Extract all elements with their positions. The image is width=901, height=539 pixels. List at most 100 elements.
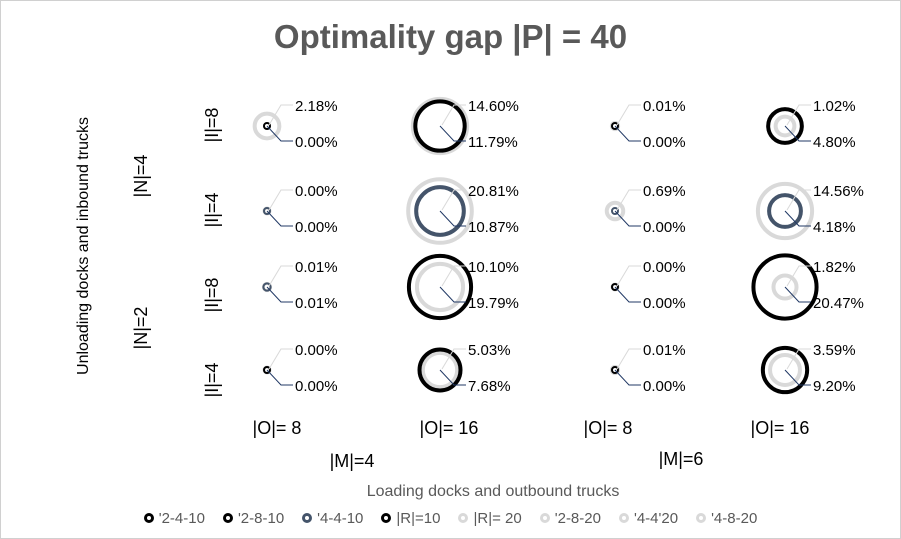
data-label-lower: 4.18% <box>813 219 856 236</box>
leader-line-upper <box>441 104 466 126</box>
bubble-lower <box>417 347 463 393</box>
data-label-upper: 0.01% <box>643 98 686 115</box>
bubble-upper <box>406 177 474 245</box>
o-col-label-3: |O|= 16 <box>751 418 810 438</box>
data-label-lower: 4.80% <box>813 134 856 151</box>
data-label-lower: 0.00% <box>295 134 338 151</box>
bubble-upper <box>414 261 466 313</box>
data-label-upper: 0.01% <box>643 342 686 359</box>
o-col-label-1: |O|= 16 <box>420 418 479 438</box>
data-label-upper: 14.60% <box>468 98 519 115</box>
bubble-lower <box>611 366 619 374</box>
legend-item: '4-4-10 <box>302 510 363 527</box>
leader-line-upper <box>441 348 466 370</box>
leader-line-upper <box>616 265 641 287</box>
y-axis-label: Unloading docks and inbound trucks <box>75 117 92 375</box>
bubble-lower <box>751 253 819 321</box>
bubble-upper <box>420 350 460 390</box>
leader-line-lower <box>266 369 293 386</box>
data-label-lower: 0.01% <box>295 295 338 312</box>
legend-marker <box>539 513 550 523</box>
leader-line-lower <box>266 286 293 303</box>
legend-marker <box>696 513 707 523</box>
leader-line-upper <box>268 265 293 287</box>
leader-line-upper <box>616 104 641 126</box>
legend-label: '2-8-20 <box>554 509 601 527</box>
bubble-upper <box>773 114 797 138</box>
bubble-upper <box>755 181 815 241</box>
leader-line-upper <box>786 104 811 126</box>
data-label-upper: 2.18% <box>295 98 338 115</box>
data-label-lower: 11.79% <box>468 134 518 151</box>
leader-line-upper <box>786 189 811 211</box>
bubble-lower <box>263 366 271 374</box>
data-label-lower: 20.47% <box>813 295 864 312</box>
data-label-lower: 0.00% <box>643 378 686 395</box>
legend: '2-4-10 '2-8-10 '4-4-10 |R|=10 |R|= 20 '2-8-2… <box>0 506 901 530</box>
chart-title: Optimality gap |P| = 40 <box>273 18 628 55</box>
m-group-label-1: |M|=6 <box>659 449 704 469</box>
bubble-upper <box>768 353 802 387</box>
legend-marker <box>381 513 392 523</box>
leader-line-lower <box>614 210 641 227</box>
leader-line-lower <box>614 369 641 386</box>
data-label-upper: 0.01% <box>295 259 338 276</box>
leader-line-lower <box>784 125 811 142</box>
bubble-lower <box>262 282 272 292</box>
legend-marker <box>222 513 233 523</box>
bubble-lower <box>263 207 271 215</box>
legend-label: |R|= 20 <box>473 509 522 527</box>
legend-marker <box>618 513 629 523</box>
legend-label: |R|=10 <box>396 509 441 527</box>
data-label-upper: 14.56% <box>813 183 864 200</box>
legend-item: '4-4'20 <box>618 509 679 527</box>
legend-marker <box>302 513 313 523</box>
bubble-upper <box>410 96 470 156</box>
data-label-lower: 9.20% <box>813 378 856 395</box>
leader-line-lower <box>439 210 466 227</box>
legend-label: '2-8-10 <box>237 509 285 527</box>
leader-line-upper <box>268 104 293 126</box>
leader-line-upper <box>786 265 811 287</box>
m-group-label-0: |M|=4 <box>330 451 375 471</box>
bubble-lower <box>611 122 619 130</box>
leader-line-upper <box>268 189 293 211</box>
i-row-label-3: |I|=4 <box>202 363 222 398</box>
legend-item: |R|=10 <box>381 510 440 527</box>
x-axis-label: Loading docks and outbound trucks <box>367 483 620 500</box>
legend-label: '2-4-10 <box>158 509 205 527</box>
bubble-lower <box>611 207 619 215</box>
legend-marker <box>458 513 469 523</box>
leader-line-upper <box>268 348 293 370</box>
leader-line-upper <box>786 348 811 370</box>
bubble-lower <box>767 193 803 229</box>
legend-label: '4-4'20 <box>633 509 679 527</box>
data-label-upper: 1.82% <box>813 259 856 276</box>
legend-label: '4-8-20 <box>711 509 758 527</box>
legend-item: '2-8-20 <box>539 509 601 527</box>
bubble-upper <box>252 111 282 141</box>
leader-line-lower <box>784 369 811 386</box>
data-label-lower: 7.68% <box>468 378 511 395</box>
legend-item: '2-8-10 <box>222 509 285 527</box>
i-row-label-1: |I|=4 <box>202 193 222 228</box>
data-label-lower: 0.00% <box>295 378 338 395</box>
leader-line-lower <box>614 125 641 142</box>
data-label-upper: 0.00% <box>295 342 338 359</box>
n-group-label-0: |N|=4 <box>131 155 151 198</box>
n-group-label-1: |N|=2 <box>131 307 151 350</box>
bubble-lower <box>760 345 810 395</box>
data-label-upper: 10.10% <box>468 259 519 276</box>
data-label-lower: 19.79% <box>468 295 519 312</box>
data-label-lower: 0.00% <box>643 219 686 236</box>
legend-item: '2-4-10 <box>143 509 205 527</box>
leader-line-lower <box>266 125 293 142</box>
legend-label: '4-4-10 <box>317 509 364 527</box>
bubble-lower <box>263 122 271 130</box>
bubble-lower <box>766 107 804 145</box>
leader-line-lower <box>614 286 641 303</box>
data-label-lower: 0.00% <box>643 295 686 312</box>
data-label-upper: 0.69% <box>643 183 686 200</box>
bubble-lower <box>611 283 619 291</box>
